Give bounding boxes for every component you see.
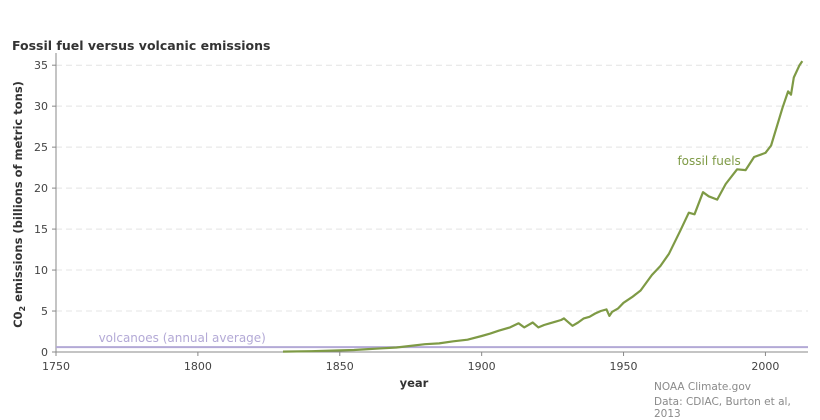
y-axis-label-rest: emissions (billions of metric tons) (11, 81, 25, 306)
x-tick-label-2000: 2000 (751, 360, 779, 373)
series-label-fossil-fuels: fossil fuels (677, 154, 740, 168)
y-tick-label-35: 35 (34, 59, 48, 72)
y-tick-label-25: 25 (34, 141, 48, 154)
credit-data: Data: CDIAC, Burton et al, 2013 (654, 396, 791, 420)
y-axis-label-subscript: 2 (18, 306, 27, 312)
y-tick-label-20: 20 (34, 182, 48, 195)
y-tick-label-15: 15 (34, 223, 48, 236)
x-tick-label-1950: 1950 (610, 360, 638, 373)
x-tick-label-1800: 1800 (184, 360, 212, 373)
y-tick-label-30: 30 (34, 100, 48, 113)
x-tick-label-1850: 1850 (326, 360, 354, 373)
series-label-volcanoes: volcanoes (annual average) (99, 331, 266, 345)
credit-source: NOAA Climate.gov (654, 381, 751, 393)
y-axis-label-main: C0 (11, 311, 25, 327)
y-tick-label-10: 10 (34, 264, 48, 277)
x-tick-label-1900: 1900 (468, 360, 496, 373)
y-tick-label-0: 0 (41, 346, 48, 359)
chart-title: Fossil fuel versus volcanic emissions (12, 38, 271, 53)
x-tick-label-1750: 1750 (42, 360, 70, 373)
y-tick-label-5: 5 (41, 305, 48, 318)
x-axis-label: year (400, 376, 429, 390)
y-axis-label: C02 emissions (billions of metric tons) (11, 81, 27, 328)
series-line-fossil-fuels (282, 60, 804, 353)
